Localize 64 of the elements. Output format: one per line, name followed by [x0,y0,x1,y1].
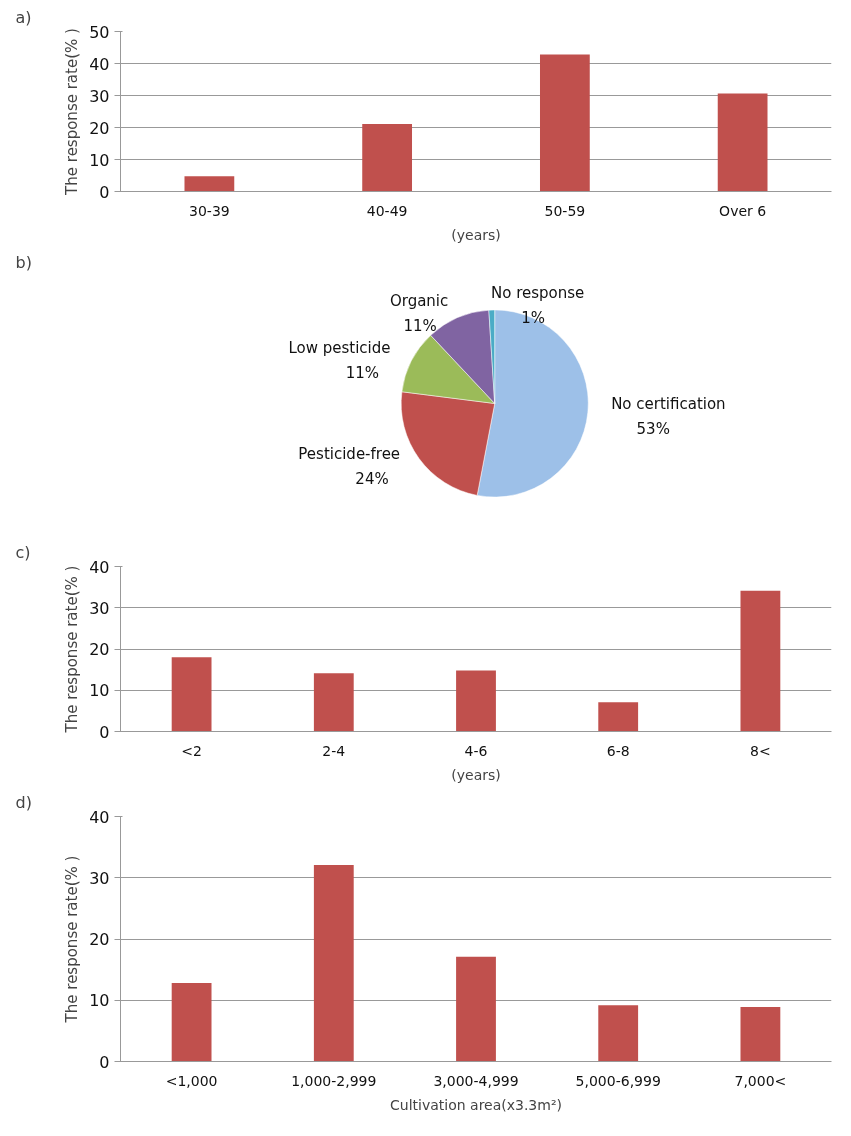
y-axis-title: The response rate(% ) [63,855,82,1024]
data-label: 53% [636,419,670,438]
x-tick-label: 2-4 [322,742,346,759]
bar [456,956,496,1062]
x-tick-label: 8< [750,742,771,759]
text: d) [15,792,32,812]
y-tick-label: 10 [89,991,110,1011]
x-tick-label: 1,000-2,999 [291,1072,377,1089]
text: c) [15,542,31,562]
data-label: 11% [403,317,437,336]
bar [598,702,639,732]
y-tick-label: 40 [89,807,110,827]
data-label: 24% [355,469,389,488]
x-tick-label: <2 [181,742,202,759]
y-tick-label: 10 [89,681,110,701]
x-axis-title: (years) [451,766,501,783]
data-label: 1% [521,308,546,327]
x-tick-label: <1,000 [165,1072,218,1089]
x-tick-label: 40-49 [366,202,408,219]
y-tick-label: 40 [89,557,110,577]
y-axis-title: The response rate(% ) [63,28,82,196]
x-tick-label: 50-59 [544,202,586,219]
bar [598,1005,639,1062]
y-tick-label: 50 [89,22,110,42]
y-tick-label: 20 [89,640,110,659]
bar [184,176,235,192]
slice-label: Organic [389,292,449,311]
y-tick-label: 0 [99,1052,110,1072]
y-tick-label: 10 [89,150,110,170]
x-tick-label: 3,000-4,999 [433,1072,519,1089]
x-axis-title: Cultivation area(x3.3m²) [390,1096,562,1113]
slice-label: Pesticide-free [298,445,401,464]
bar [313,864,354,1062]
bar [717,93,768,192]
bar [456,670,496,732]
y-tick-label: 20 [89,930,110,949]
slice-label: No certification [611,395,726,414]
slice-label: Low pesticide [288,339,391,358]
y-tick-label: 0 [99,182,110,202]
x-axis-title: (years) [451,226,501,243]
bar [313,673,354,732]
y-tick-label: 40 [89,54,110,74]
y-tick-label: 30 [89,598,110,618]
text: a) [15,7,32,27]
slice-label: No response [491,283,585,302]
bar [539,54,590,192]
bar [171,983,212,1062]
data-label: 11% [345,364,380,383]
x-tick-label: 30-39 [189,202,230,219]
y-tick-label: 20 [89,118,110,138]
x-tick-label: Over 6 [719,202,767,219]
bar [740,590,781,732]
y-tick-label: 30 [89,868,110,888]
bar [362,123,413,192]
y-axis-title: The response rate(% ) [63,565,82,734]
text: b) [15,252,32,272]
bar [171,657,212,732]
x-tick-label: 4-6 [464,742,488,759]
y-tick-label: 0 [99,722,110,742]
x-tick-label: 7,000< [734,1072,787,1089]
x-tick-label: 6-8 [606,742,630,759]
x-tick-label: 5,000-6,999 [575,1072,661,1089]
y-tick-label: 30 [89,86,110,106]
bar [740,1006,781,1062]
